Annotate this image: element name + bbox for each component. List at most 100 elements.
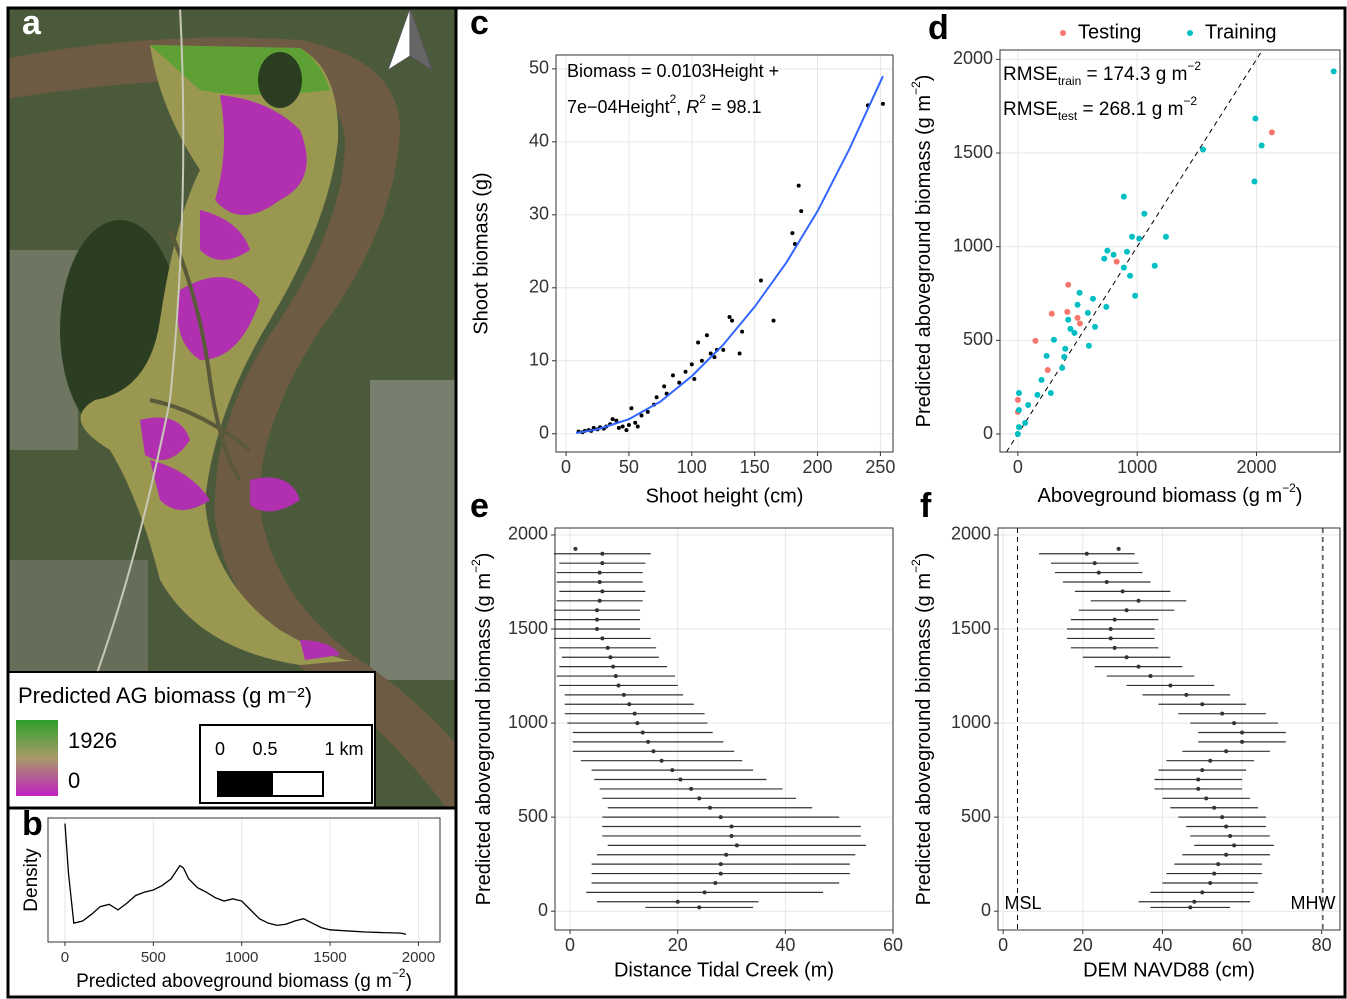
point — [1065, 281, 1072, 288]
point — [712, 355, 717, 360]
point — [639, 413, 644, 418]
point — [624, 428, 629, 433]
x-tick-label: 1000 — [225, 949, 258, 966]
point — [1071, 329, 1078, 336]
point — [605, 645, 610, 650]
annotations: Biomass = 0.0103Height + 7e−04Height2, R… — [567, 59, 1201, 123]
point — [1065, 316, 1072, 323]
point — [1168, 683, 1173, 688]
point — [621, 692, 626, 697]
point — [1110, 251, 1117, 258]
point — [626, 422, 631, 427]
x-tick-label: 20 — [668, 935, 688, 955]
y-axis-title: Shoot biomass (g) — [470, 172, 492, 334]
y-tick-label: 50 — [529, 58, 549, 78]
point — [594, 627, 599, 632]
x-axis-title-part: −2 — [392, 966, 406, 980]
annotation: Biomass = 0.0103Height + — [567, 61, 779, 81]
legend-title: Predicted AG biomass (g m⁻²) — [18, 683, 312, 708]
scale-label: 1 km — [324, 739, 363, 759]
y-axis-title-part: ) — [913, 553, 935, 560]
point — [597, 570, 602, 575]
density-line — [64, 823, 407, 935]
x-axis-title-part: ) — [406, 971, 412, 992]
y-tick-label: 2000 — [951, 524, 991, 544]
point — [1104, 579, 1109, 584]
x-tick-label: 1500 — [313, 949, 346, 966]
panel-label: e — [470, 487, 489, 525]
annotation: RMSEtrain = 174.3 g m−2 — [1003, 59, 1201, 88]
x-axis-title: Aboveground biomass (g m−2) — [1038, 481, 1303, 507]
point — [689, 786, 694, 791]
point — [613, 674, 618, 679]
point — [697, 905, 702, 910]
point — [1084, 551, 1089, 556]
x-tick-label: 150 — [740, 457, 770, 477]
plot-background — [1000, 50, 1340, 452]
scale-label: 0 — [215, 739, 225, 759]
x-axis-title: Shoot height (cm) — [646, 485, 804, 507]
point — [678, 777, 683, 782]
point — [651, 749, 656, 754]
point — [1208, 758, 1213, 763]
y-axis-title-part: −2 — [909, 81, 923, 95]
point — [597, 598, 602, 603]
point — [1084, 309, 1091, 316]
y-tick-label: 10 — [529, 350, 549, 370]
point — [1050, 336, 1057, 343]
x-tick-label: 0 — [561, 457, 571, 477]
point — [1103, 303, 1110, 310]
plot-border — [997, 527, 1341, 931]
point — [1101, 255, 1108, 262]
point — [1127, 272, 1134, 279]
plot-border — [555, 54, 894, 453]
point — [610, 417, 615, 422]
point — [1232, 721, 1237, 726]
point — [1048, 310, 1055, 317]
point — [1034, 391, 1041, 398]
reference-label: MHW — [1291, 893, 1336, 913]
y-tick-label: 500 — [518, 806, 548, 826]
point — [616, 425, 621, 430]
scale-label: 0.5 — [252, 739, 277, 759]
point — [697, 796, 702, 801]
point — [1124, 608, 1129, 613]
y-tick-label: 2000 — [508, 524, 548, 544]
legend-max: 1926 — [68, 728, 117, 753]
legend-gradient — [16, 720, 58, 796]
x-tick-label: 60 — [883, 935, 903, 955]
point — [1200, 702, 1205, 707]
point — [594, 617, 599, 622]
point — [616, 683, 621, 688]
point — [1014, 396, 1021, 403]
point — [1038, 376, 1045, 383]
x-tick-label: 100 — [677, 457, 707, 477]
point — [1136, 664, 1141, 669]
point — [1162, 233, 1169, 240]
legend-min: 0 — [68, 768, 80, 793]
y-axis-title-part: −2 — [469, 559, 483, 573]
annotation: 7e−04Height2, R2 = 98.1 — [567, 92, 762, 117]
point — [880, 101, 885, 106]
point — [646, 739, 651, 744]
y-axis-title-part: Predicted aboveground biomass (g m — [913, 95, 935, 427]
point — [1204, 796, 1209, 801]
point — [1104, 247, 1111, 254]
y-tick-label: 0 — [538, 900, 548, 920]
point — [1224, 824, 1229, 829]
point — [718, 871, 723, 876]
point — [629, 406, 634, 411]
x-axis-title: Distance Tidal Creek (m) — [614, 959, 834, 981]
y-axis-title: Density — [21, 848, 42, 912]
point — [1200, 890, 1205, 895]
point — [1200, 146, 1207, 153]
point — [1228, 833, 1233, 838]
plot-background — [998, 528, 1340, 930]
point — [1108, 627, 1113, 632]
point — [1188, 905, 1193, 910]
point — [1224, 852, 1229, 857]
point — [1232, 843, 1237, 848]
legend-marker — [1187, 30, 1193, 36]
panel-label: c — [470, 4, 489, 42]
